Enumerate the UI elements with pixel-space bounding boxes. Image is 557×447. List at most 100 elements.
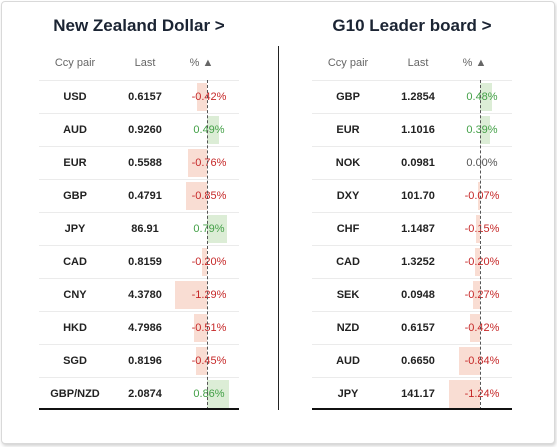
pct-change-cell: -0.42%	[191, 91, 227, 103]
last-price-cell: 0.0981	[401, 157, 435, 169]
table-bottom-rule	[312, 408, 512, 410]
table-row[interactable]: NZD 0.6157 -0.42%	[312, 311, 512, 344]
zero-baseline	[207, 80, 208, 410]
change-bar	[473, 281, 480, 309]
ccy-pair-cell: NZD	[336, 322, 360, 334]
pct-change-cell: -0.07%	[464, 190, 500, 202]
pct-change-cell: -0.84%	[464, 355, 500, 367]
last-price-cell: 1.1487	[401, 223, 435, 235]
change-bar	[196, 83, 207, 111]
ccy-pair-cell: JPY	[64, 223, 86, 235]
table-row[interactable]: AUD 0.9260 0.49%	[39, 113, 239, 146]
ccy-pair-cell: AUD	[336, 355, 360, 367]
table-row[interactable]: JPY 141.17 -1.24%	[312, 377, 512, 410]
last-price-cell: 141.17	[401, 388, 435, 400]
ccy-pair-cell: CAD	[63, 256, 87, 268]
last-price-cell: 0.4791	[128, 190, 162, 202]
change-bar	[476, 215, 480, 243]
g10-table-header: Ccy pair Last % ▲	[312, 57, 512, 73]
header-ccy-pair[interactable]: Ccy pair	[327, 57, 369, 69]
ccy-pair-cell: EUR	[63, 157, 87, 169]
last-price-cell: 2.0874	[128, 388, 162, 400]
table-row[interactable]: CAD 0.8159 -0.20%	[39, 245, 239, 278]
g10-panel-title[interactable]: G10 Leader board >	[332, 16, 492, 35]
table-row[interactable]: EUR 1.1016 0.39%	[312, 113, 512, 146]
ccy-pair-cell: USD	[63, 91, 87, 103]
change-bar	[194, 314, 207, 342]
last-price-cell: 0.5588	[128, 157, 162, 169]
last-price-cell: 0.6650	[401, 355, 435, 367]
ccy-pair-cell: SGD	[63, 355, 87, 367]
header-pct-sort[interactable]: % ▲	[462, 57, 487, 69]
ccy-pair-cell: HKD	[63, 322, 87, 334]
change-bar	[459, 347, 480, 375]
last-price-cell: 0.6157	[401, 322, 435, 334]
table-row[interactable]: CNY 4.3780 -1.29%	[39, 278, 239, 311]
table-row[interactable]: GBP 0.4791 -0.85%	[39, 179, 239, 212]
header-last[interactable]: Last	[134, 57, 156, 69]
table-row[interactable]: SEK 0.0948 -0.27%	[312, 278, 512, 311]
pct-change-cell: 0.39%	[466, 124, 498, 136]
change-bar	[207, 380, 229, 408]
table-row[interactable]: JPY 86.91 0.79%	[39, 212, 239, 245]
ccy-pair-cell: NOK	[335, 157, 361, 169]
header-last[interactable]: Last	[407, 57, 429, 69]
pct-change-cell: -0.85%	[191, 190, 227, 202]
last-price-cell: 1.3252	[401, 256, 435, 268]
pct-change-cell: -0.20%	[191, 256, 227, 268]
ccy-pair-cell: CAD	[336, 256, 360, 268]
change-bar	[480, 116, 490, 144]
change-bar	[174, 281, 207, 309]
last-price-cell: 0.6157	[128, 91, 162, 103]
last-price-cell: 0.8196	[128, 355, 162, 367]
pct-change-cell: -0.45%	[191, 355, 227, 367]
change-bar	[478, 182, 480, 210]
pct-change-cell: -0.42%	[464, 322, 500, 334]
pct-change-cell: -0.76%	[191, 157, 227, 169]
change-bar	[185, 182, 207, 210]
nzd-panel-title[interactable]: New Zealand Dollar >	[53, 16, 225, 35]
ccy-pair-cell: EUR	[336, 124, 360, 136]
last-price-cell: 101.70	[401, 190, 435, 202]
header-ccy-pair[interactable]: Ccy pair	[54, 57, 96, 69]
panel-divider	[278, 46, 279, 410]
pct-change-cell: 0.48%	[466, 91, 498, 103]
table-row[interactable]: USD 0.6157 -0.42%	[39, 80, 239, 113]
change-bar	[475, 248, 480, 276]
ccy-pair-cell: CNY	[63, 289, 87, 301]
ccy-pair-cell: DXY	[336, 190, 360, 202]
table-row[interactable]: SGD 0.8196 -0.45%	[39, 344, 239, 377]
table-row[interactable]: CAD 1.3252 -0.20%	[312, 245, 512, 278]
change-bar	[195, 347, 207, 375]
ccy-pair-cell: SEK	[336, 289, 360, 301]
table-row[interactable]: GBP/NZD 2.0874 0.86%	[39, 377, 239, 410]
last-price-cell: 86.91	[131, 223, 159, 235]
ccy-pair-cell: GBP	[336, 91, 360, 103]
last-price-cell: 0.9260	[128, 124, 162, 136]
change-bar	[480, 83, 492, 111]
change-bar	[207, 116, 220, 144]
table-row[interactable]: EUR 0.5588 -0.76%	[39, 146, 239, 179]
change-bar	[449, 380, 480, 408]
table-bottom-rule	[39, 408, 239, 410]
table-row[interactable]: AUD 0.6650 -0.84%	[312, 344, 512, 377]
last-price-cell: 4.3780	[128, 289, 162, 301]
nzd-table-header: Ccy pair Last % ▲	[39, 57, 239, 73]
g10-rows: GBP 1.2854 0.48% EUR 1.1016 0.39% NOK 0.0981 0.0…	[312, 80, 512, 410]
pct-change-cell: 0.00%	[466, 157, 498, 169]
table-row[interactable]: HKD 4.7986 -0.51%	[39, 311, 239, 344]
table-row[interactable]: GBP 1.2854 0.48%	[312, 80, 512, 113]
zero-baseline	[480, 80, 481, 410]
pct-change-cell: 0.49%	[193, 124, 225, 136]
table-row[interactable]: CHF 1.1487 -0.15%	[312, 212, 512, 245]
last-price-cell: 1.1016	[401, 124, 435, 136]
table-row[interactable]: DXY 101.70 -0.07%	[312, 179, 512, 212]
pct-change-cell: -0.15%	[464, 223, 500, 235]
pct-change-cell: -1.29%	[191, 289, 227, 301]
change-bar	[469, 314, 480, 342]
ccy-pair-cell: JPY	[337, 388, 359, 400]
header-pct-sort[interactable]: % ▲	[189, 57, 214, 69]
table-row[interactable]: NOK 0.0981 0.00%	[312, 146, 512, 179]
change-bar	[202, 248, 207, 276]
